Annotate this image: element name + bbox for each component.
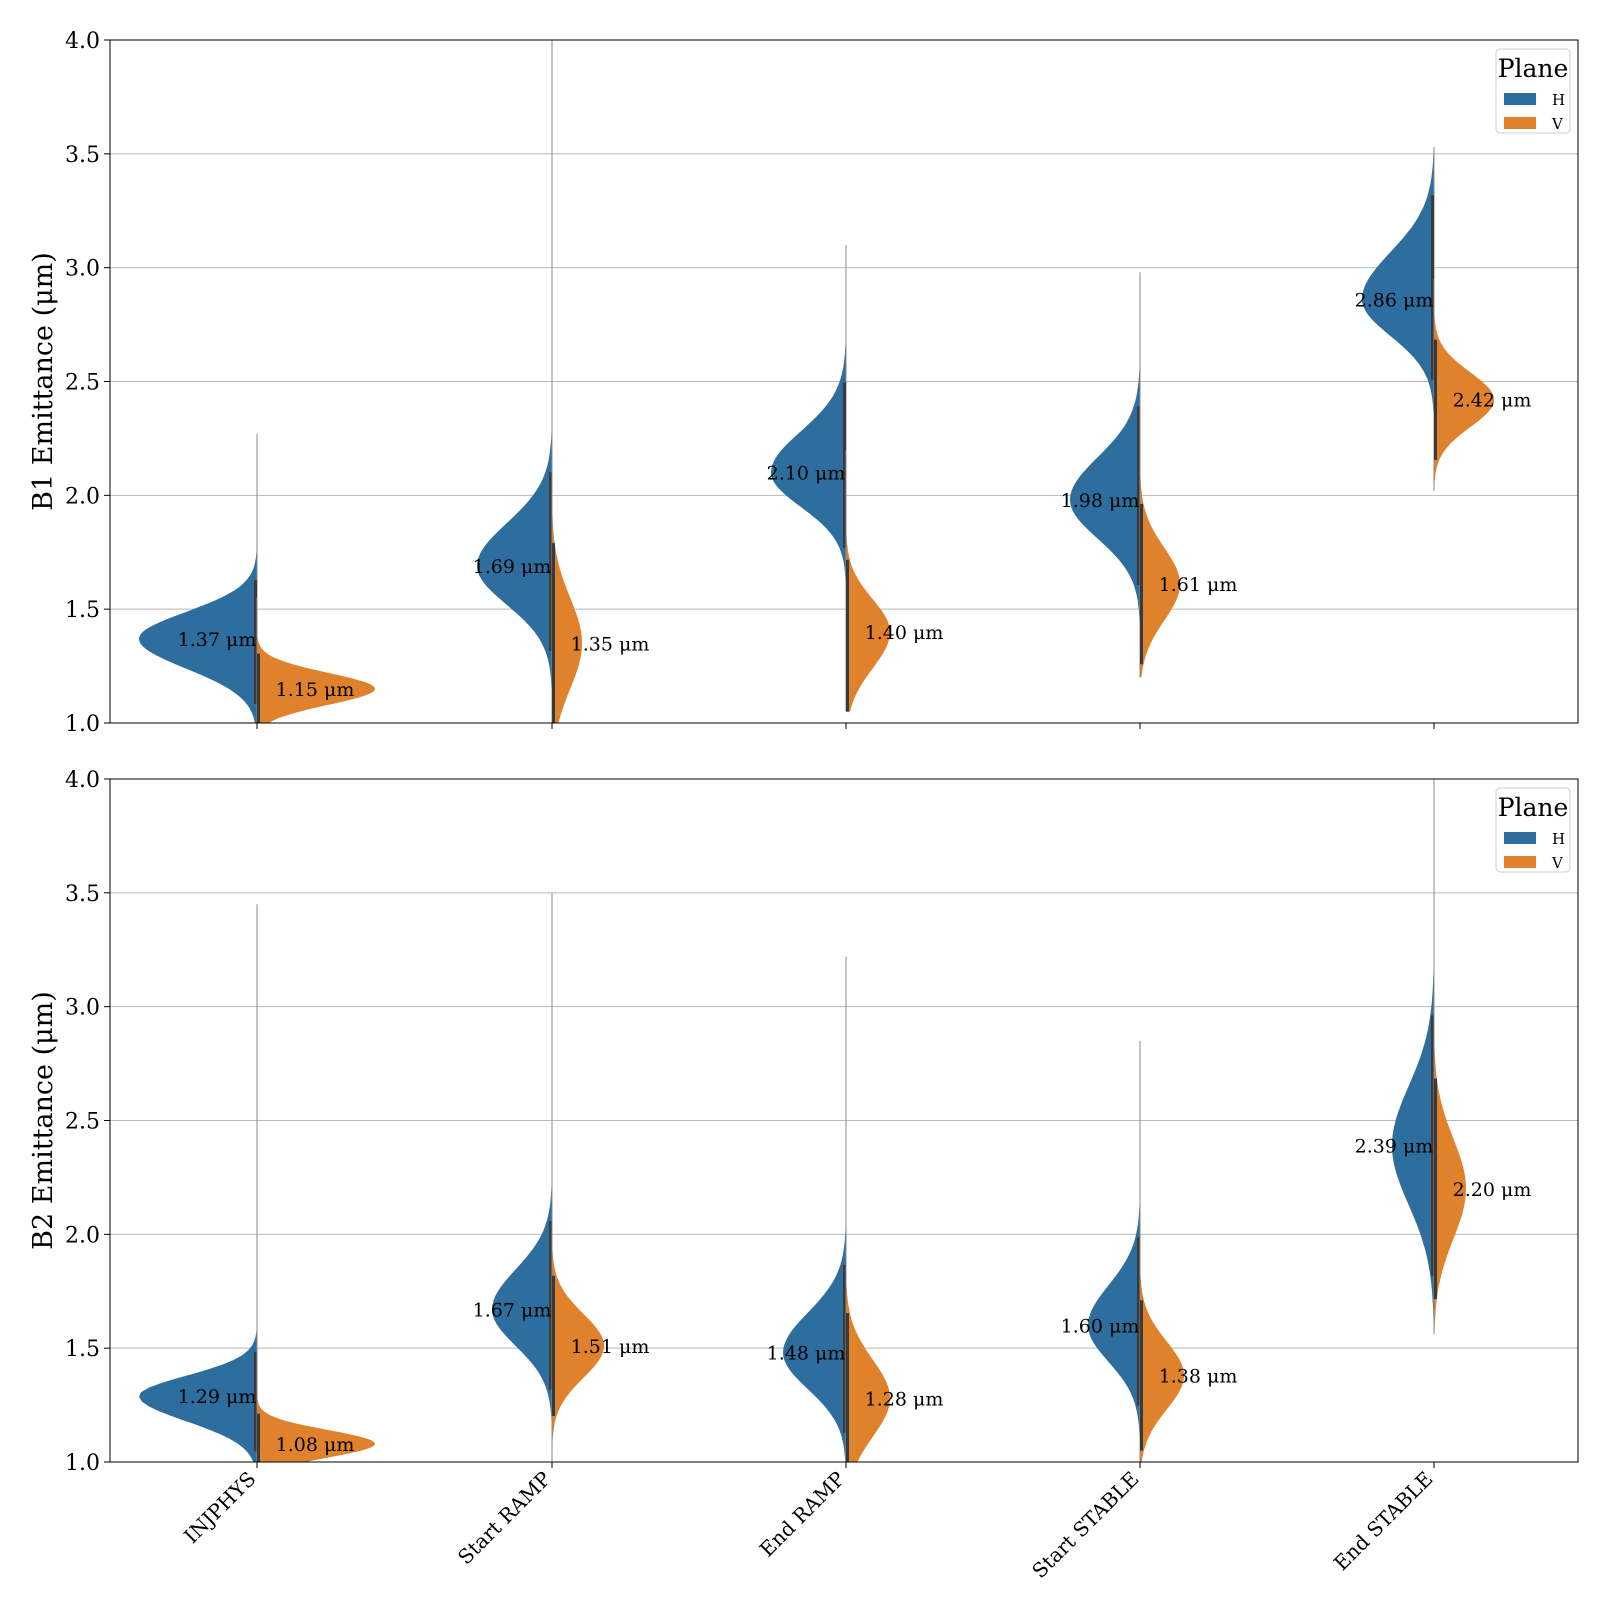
y-tick-label: 3.0 — [65, 257, 100, 282]
violin-H-4 — [1362, 147, 1434, 491]
y-tick-label: 1.5 — [65, 1337, 100, 1362]
violin-V-2 — [846, 449, 890, 712]
y-tick-label: 1.0 — [65, 1451, 100, 1476]
y-tick-label: 3.0 — [65, 996, 100, 1021]
y-tick-label: 3.5 — [65, 882, 100, 907]
median-label: 2.42 μm — [1453, 390, 1532, 412]
median-label: 1.51 μm — [571, 1336, 650, 1358]
violin-H-0 — [139, 904, 257, 1462]
y-tick-label: 2.0 — [65, 1223, 100, 1248]
plot-frame — [109, 778, 1579, 1463]
legend-entry-V: V — [1551, 115, 1564, 133]
legend-box — [1495, 48, 1571, 134]
legend-box — [1495, 787, 1571, 873]
median-label: 1.37 μm — [178, 629, 257, 651]
median-label: 1.38 μm — [1159, 1365, 1238, 1387]
legend-entry-H: H — [1552, 91, 1565, 109]
violin-H-2 — [783, 956, 846, 1462]
panel-1: 1.0 1.5 2.0 2.5 3.0 3.5 4.0 1.37 μm 1.69 μm 2.10 … — [28, 29, 1579, 737]
violin-V-0 — [257, 1298, 375, 1462]
legend-entry-V: V — [1551, 854, 1564, 872]
violin-H-1 — [492, 892, 552, 1462]
x-tick-label: End STABLE — [1329, 1467, 1438, 1576]
violin-V-1 — [552, 431, 582, 723]
legend-title: Plane — [1498, 793, 1569, 822]
violin-V-3 — [1140, 1097, 1184, 1462]
median-label: 2.86 μm — [1355, 290, 1434, 312]
y-tick-label: 1.0 — [65, 712, 100, 737]
legend-entry-H: H — [1552, 830, 1565, 848]
median-label: 1.67 μm — [473, 1299, 552, 1321]
violin-H-3 — [1088, 1040, 1140, 1462]
violin-V-4 — [1434, 892, 1466, 1335]
violin-H-1 — [477, 40, 552, 723]
legend-swatch-V — [1504, 856, 1536, 868]
y-tick-label: 4.0 — [65, 768, 100, 793]
median-label: 1.48 μm — [767, 1343, 846, 1365]
y-tick-label: 2.0 — [65, 484, 100, 509]
median-label: 1.35 μm — [571, 633, 650, 655]
legend-title: Plane — [1498, 54, 1569, 83]
violin-V-1 — [552, 1029, 604, 1462]
y-axis-label: B2 Emittance (μm) — [28, 991, 59, 1250]
median-label: 1.40 μm — [865, 622, 944, 644]
x-tick-label: Start RAMP — [453, 1467, 556, 1570]
violin-H-3 — [1070, 272, 1140, 678]
median-label: 2.20 μm — [1453, 1179, 1532, 1201]
median-label: 1.15 μm — [276, 679, 355, 701]
median-label: 1.61 μm — [1159, 574, 1238, 596]
violin-V-2 — [846, 1120, 890, 1462]
violin-V-3 — [1140, 358, 1180, 678]
y-tick-label: 4.0 — [65, 29, 100, 54]
median-label: 2.39 μm — [1355, 1136, 1434, 1158]
legend: Plane HV — [1495, 48, 1571, 134]
x-tick-label: INJPHYS — [179, 1467, 260, 1548]
legend-swatch-H — [1504, 832, 1536, 844]
panel-2: 1.0 1.5 2.0 2.5 3.0 3.5 4.0 1.29 μm 1.67 μm 1.48 … — [28, 768, 1579, 1583]
violin-V-0 — [257, 597, 375, 723]
median-label: 1.08 μm — [276, 1434, 355, 1456]
violin-V-4 — [1434, 279, 1494, 491]
violin-H-0 — [139, 433, 257, 723]
median-label: 1.60 μm — [1061, 1315, 1140, 1337]
median-label: 1.98 μm — [1061, 490, 1140, 512]
x-tick-label: End RAMP — [755, 1467, 850, 1562]
median-label: 2.10 μm — [767, 463, 846, 485]
median-label: 1.69 μm — [473, 556, 552, 578]
y-tick-label: 3.5 — [65, 143, 100, 168]
violin-H-2 — [771, 244, 846, 712]
y-tick-label: 2.5 — [65, 371, 100, 396]
plot-frame — [109, 39, 1579, 724]
y-tick-label: 1.5 — [65, 598, 100, 623]
x-tick-label: Start STABLE — [1027, 1467, 1143, 1583]
violin-H-4 — [1392, 779, 1434, 1335]
median-label: 1.29 μm — [178, 1386, 257, 1408]
y-axis-label: B1 Emittance (μm) — [28, 252, 59, 511]
median-label: 1.28 μm — [865, 1388, 944, 1410]
legend: Plane HV — [1495, 787, 1571, 873]
legend-swatch-H — [1504, 93, 1536, 105]
y-tick-label: 2.5 — [65, 1110, 100, 1135]
legend-swatch-V — [1504, 117, 1536, 129]
